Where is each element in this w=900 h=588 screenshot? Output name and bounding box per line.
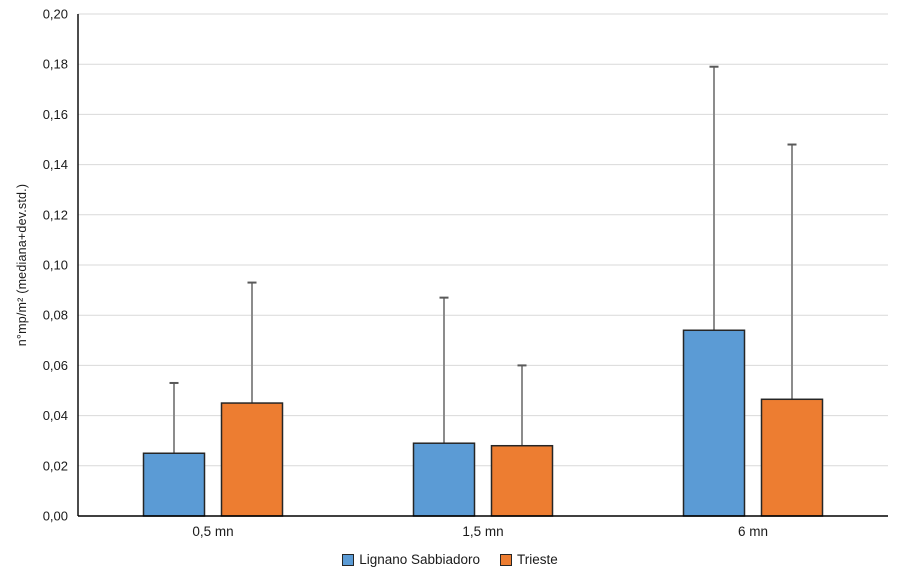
bar-trieste-0,5 mn xyxy=(220,402,284,517)
y-tick-label: 0,04 xyxy=(43,408,68,423)
y-tick-label: 0,10 xyxy=(43,258,68,273)
y-tick-label: 0,06 xyxy=(43,358,68,373)
legend-swatch-trieste xyxy=(500,553,513,566)
bar-trieste-6 mn xyxy=(760,398,824,517)
y-tick-label: 0,18 xyxy=(43,57,68,72)
x-category-label: 6 mn xyxy=(738,524,768,539)
x-category-label: 0,5 mn xyxy=(192,524,233,539)
bar-lignano-sabbiadoro-6 mn xyxy=(682,329,746,517)
legend-item-lignano-sabbiadoro: Lignano Sabbiadoro xyxy=(342,552,480,567)
y-tick-label: 0,20 xyxy=(43,7,68,22)
bar-trieste-1,5 mn xyxy=(490,444,554,517)
legend-item-trieste: Trieste xyxy=(500,552,558,567)
legend: Lignano Sabbiadoro Trieste xyxy=(0,552,900,567)
legend-label-trieste: Trieste xyxy=(517,552,558,567)
bar-lignano-sabbiadoro-0,5 mn xyxy=(142,452,206,517)
y-tick-label: 0,00 xyxy=(43,509,68,524)
y-tick-label: 0,08 xyxy=(43,308,68,323)
x-category-label: 1,5 mn xyxy=(462,524,503,539)
legend-label-lignano-sabbiadoro: Lignano Sabbiadoro xyxy=(359,552,481,567)
y-tick-label: 0,14 xyxy=(43,157,68,172)
y-tick-label: 0,02 xyxy=(43,458,68,473)
y-tick-label: 0,16 xyxy=(43,107,68,122)
bar-lignano-sabbiadoro-1,5 mn xyxy=(412,442,476,517)
legend-swatch-lignano-sabbiadoro xyxy=(342,553,355,566)
plot-area: 0,00 0,02 0,04 0,06 0,08 0,10 0,12 0,14 0,16 0,18… xyxy=(43,7,888,539)
y-tick-label: 0,12 xyxy=(43,207,68,222)
